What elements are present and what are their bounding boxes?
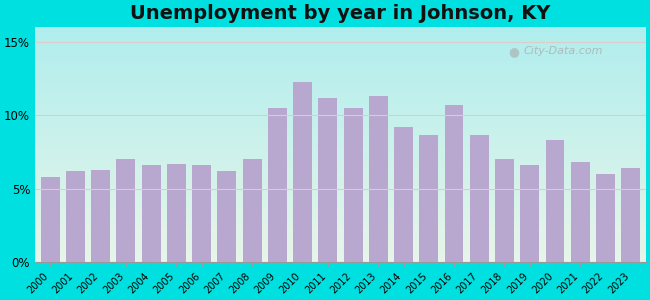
Bar: [217, 171, 237, 262]
Bar: [344, 108, 363, 262]
Title: Unemployment by year in Johnson, KY: Unemployment by year in Johnson, KY: [130, 4, 551, 23]
Text: ●: ●: [508, 45, 519, 58]
Bar: [293, 82, 312, 262]
Bar: [242, 160, 261, 262]
Bar: [470, 135, 489, 262]
Bar: [142, 165, 161, 262]
Bar: [369, 96, 388, 262]
Bar: [419, 135, 438, 262]
Bar: [621, 168, 640, 262]
Bar: [192, 165, 211, 262]
Bar: [116, 160, 135, 262]
Bar: [167, 164, 186, 262]
Bar: [91, 170, 110, 262]
Bar: [41, 177, 60, 262]
Bar: [318, 98, 337, 262]
Bar: [495, 160, 514, 262]
Bar: [66, 171, 85, 262]
Bar: [596, 174, 615, 262]
Text: City-Data.com: City-Data.com: [524, 46, 603, 56]
Bar: [268, 108, 287, 262]
Bar: [571, 162, 590, 262]
Bar: [520, 165, 540, 262]
Bar: [394, 127, 413, 262]
Bar: [445, 105, 463, 262]
Bar: [545, 140, 564, 262]
